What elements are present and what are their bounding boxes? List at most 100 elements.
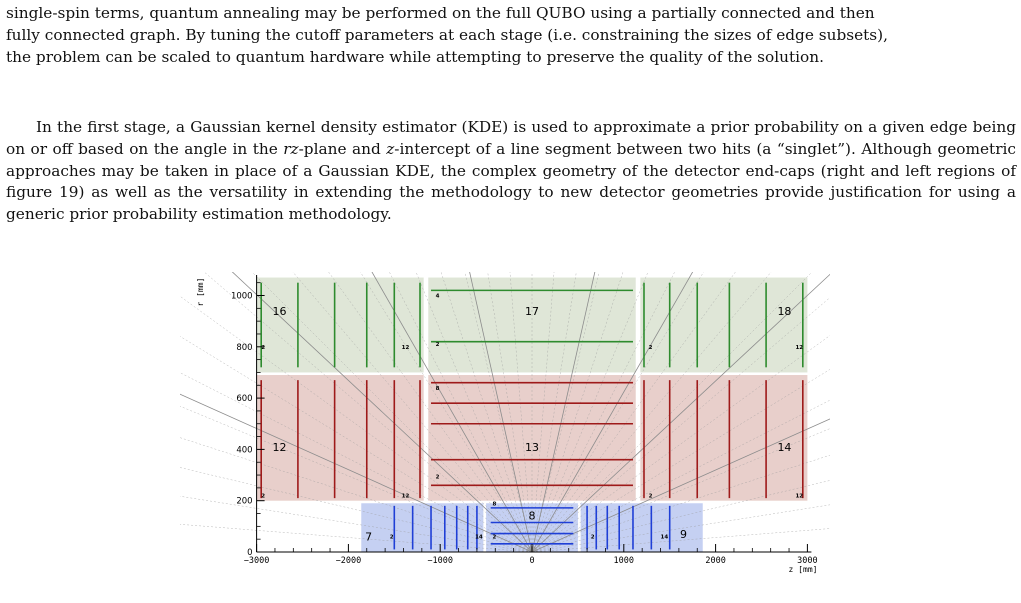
eta-ray: [531, 297, 830, 553]
eta-ray-major: [371, 272, 533, 553]
y-axis-label: r [mm]: [196, 278, 205, 307]
eta-ray: [531, 369, 830, 553]
first-layer-label: 2: [261, 345, 265, 351]
eta-ray: [531, 272, 736, 553]
eta-ray: [389, 272, 533, 553]
volume-box: [256, 277, 424, 373]
eta-ray: [531, 272, 675, 553]
paragraph-2: In the first stage, a Gaussian kernel de…: [6, 117, 1016, 226]
volume-labels: 16 2 12 17 2 4 18 2 12 12 2 12 13 2 8 14 2 12 7 2 14 8 2 8 9 2 14: [261, 294, 803, 544]
volume-box: [428, 277, 636, 373]
volume-id-label: 13: [525, 441, 539, 454]
y-tick-label: 200: [236, 497, 252, 507]
volume-id-label: 14: [777, 441, 791, 454]
last-layer-label: 4: [436, 294, 440, 300]
volume-id-label: 8: [529, 510, 536, 523]
eta-ray: [180, 437, 533, 553]
eta-ray: [509, 272, 533, 553]
axes: r [mm] z [mm] −3000 −2000 −1000 0 1000 2000 30…: [196, 274, 818, 574]
p2-math-rz: rz: [283, 139, 299, 158]
x-tick-label: −1000: [427, 556, 453, 566]
x-tick-label: 3000: [797, 556, 817, 566]
eta-ray-major: [531, 273, 830, 553]
volume-id-label: 17: [525, 305, 539, 318]
y-tick-label: 0: [247, 548, 252, 558]
eta-ray: [531, 272, 772, 553]
volume-box: [640, 277, 808, 373]
eta-rays: [180, 272, 830, 553]
eta-ray: [531, 454, 830, 553]
eta-ray: [531, 428, 830, 553]
p2-text-a: In the first stage, a Gaussian kernel de…: [6, 118, 1016, 158]
eta-ray-major: [231, 272, 533, 553]
p1-line-2: fully connected graph. By tuning the cut…: [6, 25, 888, 44]
first-layer-label: 2: [436, 474, 440, 480]
eta-ray: [180, 372, 533, 553]
last-layer-label: 8: [436, 386, 440, 392]
eta-ray-major: [180, 393, 533, 553]
eta-ray-major: [531, 418, 830, 553]
first-layer-label: 2: [436, 342, 440, 348]
eta-ray: [464, 272, 533, 553]
eta-ray: [531, 528, 830, 553]
detector-layout-figure: r [mm] z [mm] −3000 −2000 −1000 0 1000 2000 30…: [180, 272, 830, 574]
eta-ray: [180, 467, 533, 553]
eta-ray: [531, 272, 649, 553]
x-tick-label: −3000: [244, 556, 270, 566]
y-tick-label: 600: [236, 394, 252, 404]
eta-ray: [531, 272, 555, 553]
first-layer-label: 2: [649, 494, 653, 500]
last-layer-label: 12: [795, 345, 803, 351]
eta-ray: [531, 272, 600, 553]
eta-ray: [531, 399, 830, 553]
eta-ray: [360, 272, 533, 553]
eta-ray: [180, 524, 533, 553]
p2-text-c: -intercept of a line segment between two…: [6, 139, 1016, 224]
y-tick-label: 800: [236, 343, 252, 353]
last-layer-label: 12: [402, 494, 410, 500]
eta-ray-major: [531, 272, 694, 553]
last-layer-label: 12: [795, 494, 803, 500]
volume-backgrounds: [256, 277, 808, 552]
volume-box: [428, 375, 636, 501]
eta-ray: [487, 272, 533, 553]
volume-box: [640, 375, 808, 501]
first-layer-label: 2: [591, 535, 595, 541]
eta-ray: [531, 272, 813, 553]
first-layer-label: 2: [390, 535, 394, 541]
eta-ray: [180, 336, 533, 553]
paragraph-1: single-spin terms, quantum annealing may…: [6, 3, 1016, 68]
volume-box: [256, 375, 424, 501]
eta-ray: [328, 272, 533, 553]
eta-ray: [292, 272, 533, 553]
eta-ray: [251, 272, 533, 553]
volume-id-label: 7: [365, 531, 372, 544]
volume-box: [580, 503, 703, 552]
first-layer-label: 2: [261, 494, 265, 500]
volume-id-label: 9: [680, 528, 687, 541]
last-layer-label: 14: [661, 535, 669, 541]
p2-math-z: z: [386, 139, 395, 158]
p2-text-b: -plane and: [298, 139, 387, 158]
eta-ray: [180, 405, 533, 553]
eta-ray: [531, 272, 704, 553]
first-layer-label: 2: [649, 345, 653, 351]
eta-ray: [440, 272, 533, 553]
x-tick-label: 2000: [705, 556, 725, 566]
eta-ray: [531, 504, 830, 553]
first-layer-label: 2: [493, 535, 497, 541]
eta-ray: [531, 480, 830, 553]
detector-layers: [260, 282, 804, 550]
x-tick-label: −2000: [336, 556, 362, 566]
volume-id-label: 18: [777, 305, 791, 318]
eta-ray-major: [469, 272, 533, 553]
last-layer-label: 14: [475, 535, 483, 541]
p1-line-1: single-spin terms, quantum annealing may…: [6, 4, 875, 22]
volume-id-label: 16: [273, 305, 287, 318]
eta-ray: [415, 272, 533, 553]
x-axis-label: z [mm]: [789, 565, 818, 574]
volume-box: [361, 503, 484, 552]
last-layer-label: 12: [402, 345, 410, 351]
y-tick-label: 1000: [231, 292, 253, 302]
eta-ray: [203, 272, 533, 553]
